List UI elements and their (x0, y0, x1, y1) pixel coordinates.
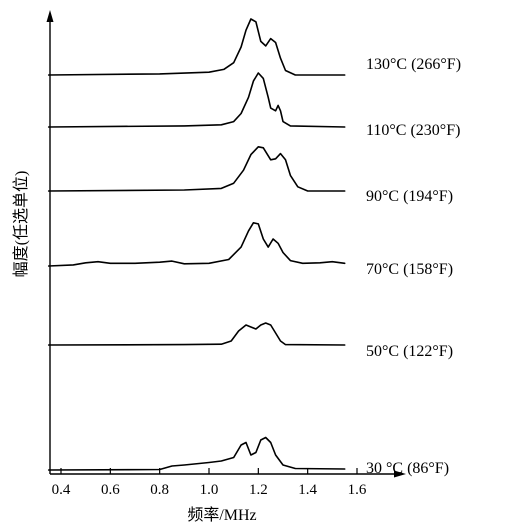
y-axis-arrow-icon (46, 10, 54, 22)
x-tick-label: 1.6 (348, 482, 367, 498)
series-line (47, 436, 346, 471)
y-axis-label: 幅度(任选单位) (12, 171, 30, 278)
x-tick-label: 0.8 (150, 482, 169, 498)
x-tick-label: 1.4 (298, 482, 317, 498)
series-line (47, 322, 346, 346)
series-line (47, 222, 346, 267)
axes (46, 10, 406, 478)
x-tick-label: 0.6 (101, 482, 120, 498)
series-line (47, 72, 346, 128)
series-curves (47, 18, 346, 471)
x-tick-label: 0.4 (52, 482, 71, 498)
x-axis-arrow-icon (394, 470, 406, 478)
x-tick-label: 1.2 (249, 482, 268, 498)
series-label: 70°C (158°F) (366, 261, 453, 278)
series-label: 90°C (194°F) (366, 188, 453, 205)
series-label: 50°C (122°F) (366, 343, 453, 360)
series-label: 130°C (266°F) (366, 56, 461, 73)
series-line (47, 146, 346, 192)
series-label: 30 °C (86°F) (366, 460, 449, 477)
x-ticks: 0.4 0.6 0.8 1.0 1.2 1.4 1.6 (52, 468, 367, 498)
series-labels: 130°C (266°F) 110°C (230°F) 90°C (194°F) 70… (366, 56, 461, 477)
x-axis-label: 频率/MHz (187, 506, 256, 524)
x-tick-label: 1.0 (200, 482, 219, 498)
series-label: 110°C (230°F) (366, 122, 460, 139)
series-line (47, 18, 346, 76)
